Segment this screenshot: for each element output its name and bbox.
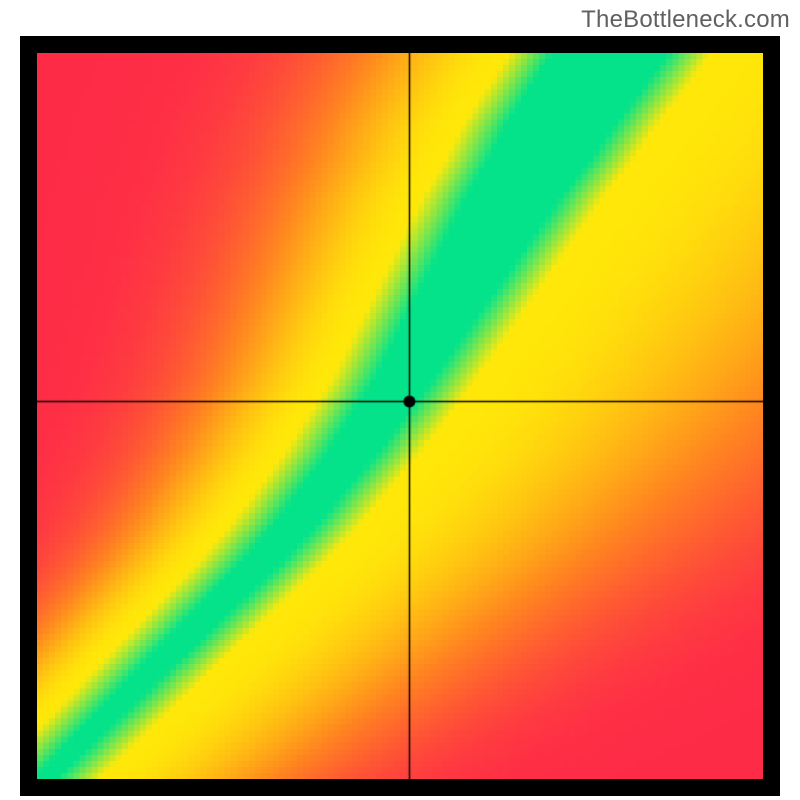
attribution-text: TheBottleneck.com: [581, 6, 790, 34]
crosshair-overlay: [37, 53, 763, 779]
plot-area: [37, 53, 763, 779]
figure-container: TheBottleneck.com: [0, 0, 800, 800]
plot-border: [20, 36, 780, 796]
